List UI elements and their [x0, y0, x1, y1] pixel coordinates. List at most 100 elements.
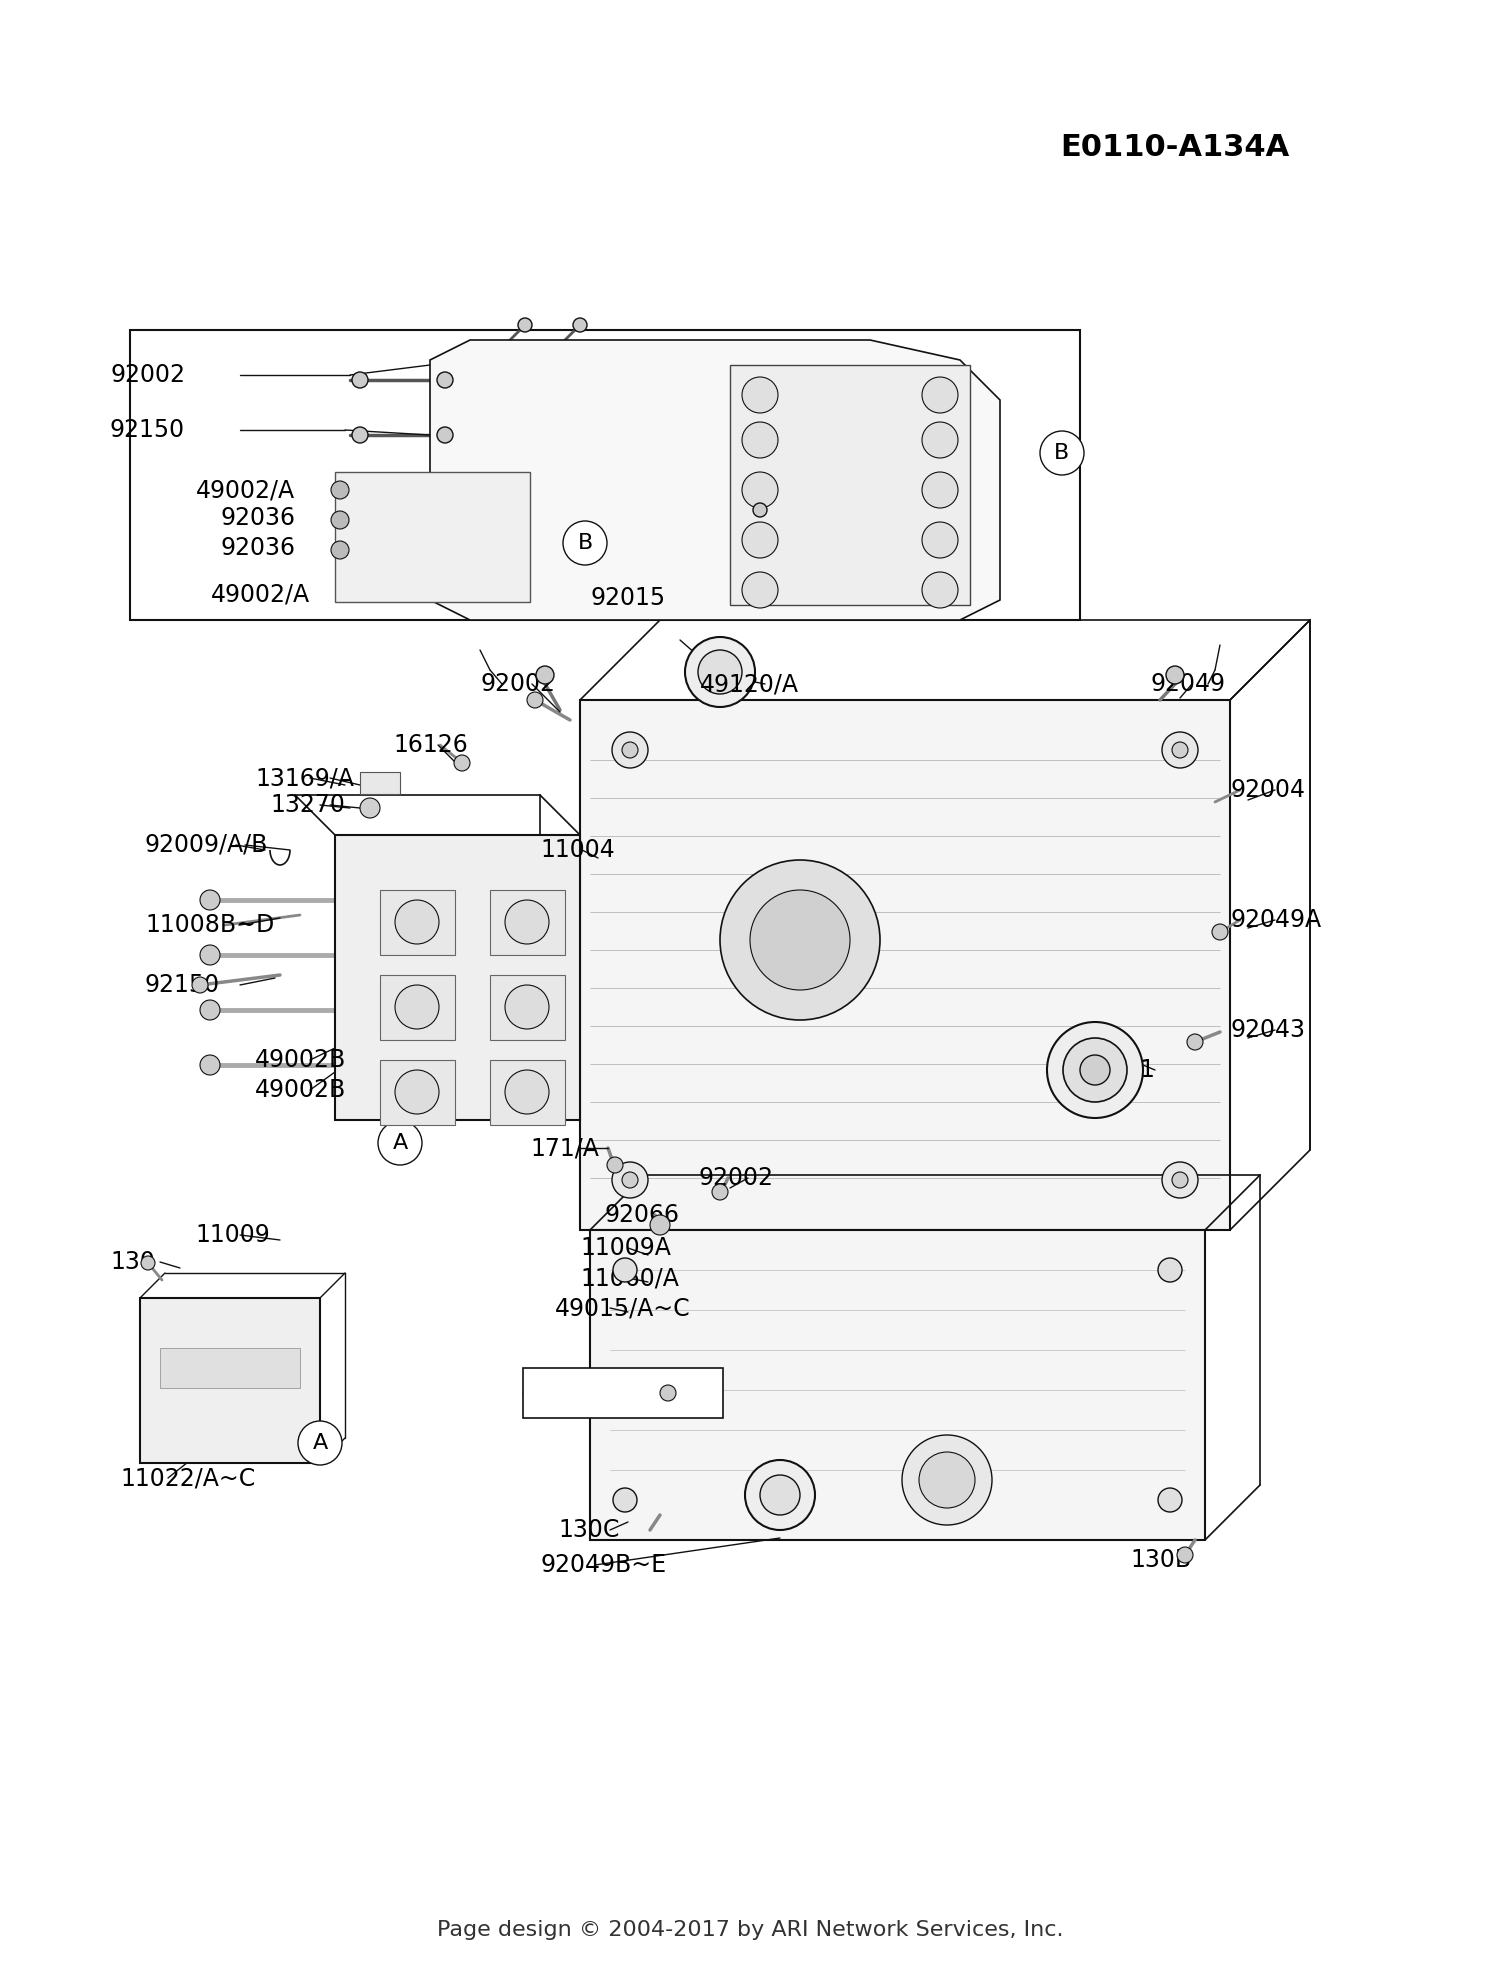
Circle shape — [742, 522, 778, 557]
Circle shape — [1047, 1022, 1143, 1118]
Text: 11008/A: 11008/A — [800, 387, 898, 410]
Circle shape — [200, 946, 220, 965]
Circle shape — [750, 891, 850, 991]
Circle shape — [1162, 1162, 1198, 1199]
Text: 92002: 92002 — [110, 363, 184, 387]
Circle shape — [622, 742, 638, 757]
Circle shape — [760, 1475, 800, 1515]
Circle shape — [332, 542, 350, 559]
Circle shape — [1186, 1034, 1203, 1050]
Text: 49002/A: 49002/A — [196, 479, 296, 502]
Circle shape — [660, 1385, 676, 1401]
Circle shape — [1172, 742, 1188, 757]
Text: 92036: 92036 — [220, 536, 296, 559]
Text: 92004A: 92004A — [760, 463, 850, 487]
Text: 92004: 92004 — [1230, 779, 1305, 802]
Text: 11009A: 11009A — [580, 1236, 670, 1260]
Text: 92027: 92027 — [859, 587, 934, 610]
Circle shape — [360, 799, 380, 818]
Circle shape — [614, 1487, 638, 1513]
Bar — [160, 1348, 300, 1387]
Text: 92002: 92002 — [698, 1165, 772, 1191]
Circle shape — [742, 473, 778, 508]
Text: 171/A: 171/A — [530, 1136, 598, 1160]
Circle shape — [436, 373, 453, 388]
Text: 92066: 92066 — [604, 1203, 680, 1226]
Text: B: B — [578, 534, 592, 553]
Circle shape — [742, 422, 778, 457]
Circle shape — [573, 318, 586, 332]
Circle shape — [378, 1120, 422, 1165]
Bar — [580, 700, 1230, 1230]
Circle shape — [1040, 432, 1084, 475]
Circle shape — [394, 1069, 439, 1114]
Circle shape — [394, 901, 439, 944]
Circle shape — [454, 755, 470, 771]
Circle shape — [922, 422, 958, 457]
Circle shape — [1172, 1171, 1188, 1189]
Text: 11004: 11004 — [540, 838, 615, 861]
Text: Page design © 2004-2017 by ARI Network Services, Inc.: Page design © 2004-2017 by ARI Network S… — [436, 1921, 1064, 1940]
Bar — [380, 891, 454, 955]
Circle shape — [922, 573, 958, 608]
Polygon shape — [430, 339, 1000, 620]
Circle shape — [1212, 924, 1228, 940]
Bar — [380, 1059, 454, 1124]
Text: 92150: 92150 — [110, 418, 184, 441]
Circle shape — [332, 481, 350, 498]
Circle shape — [200, 891, 220, 910]
Circle shape — [622, 1171, 638, 1189]
Text: 92043: 92043 — [1230, 1018, 1305, 1042]
Circle shape — [562, 522, 608, 565]
Circle shape — [436, 428, 453, 443]
Bar — [490, 891, 566, 955]
Circle shape — [1064, 1038, 1126, 1103]
Text: 13270: 13270 — [270, 793, 345, 816]
Text: 49015/A~C: 49015/A~C — [555, 1297, 690, 1320]
Circle shape — [141, 1256, 154, 1269]
Circle shape — [1178, 1546, 1192, 1564]
Circle shape — [650, 1214, 670, 1234]
Bar — [730, 365, 970, 604]
Circle shape — [536, 665, 554, 685]
Text: 92022: 92022 — [760, 498, 836, 522]
Circle shape — [298, 1420, 342, 1466]
Circle shape — [753, 502, 766, 518]
Text: 130: 130 — [110, 1250, 154, 1273]
Circle shape — [608, 1158, 622, 1173]
Circle shape — [506, 985, 549, 1028]
Circle shape — [200, 1056, 220, 1075]
Text: 11008B~D: 11008B~D — [146, 912, 274, 938]
Bar — [360, 771, 401, 795]
Bar — [490, 1059, 566, 1124]
Circle shape — [1080, 1056, 1110, 1085]
Bar — [130, 330, 1080, 620]
Text: A: A — [312, 1432, 327, 1454]
Bar — [490, 975, 566, 1040]
Bar — [590, 1230, 1204, 1540]
Circle shape — [612, 1162, 648, 1199]
Circle shape — [1166, 665, 1184, 685]
Text: 49120/A: 49120/A — [700, 673, 800, 697]
Circle shape — [614, 1258, 638, 1281]
Bar — [140, 1299, 320, 1464]
Text: 92036: 92036 — [220, 506, 296, 530]
Text: 49002B: 49002B — [255, 1048, 346, 1071]
Circle shape — [720, 859, 880, 1020]
Text: 49002/A: 49002/A — [211, 583, 310, 606]
Circle shape — [742, 573, 778, 608]
Circle shape — [352, 373, 368, 388]
Text: 11060/A: 11060/A — [580, 1265, 680, 1289]
Circle shape — [612, 732, 648, 767]
Text: 92049A: 92049A — [1230, 908, 1322, 932]
Circle shape — [746, 1460, 814, 1530]
Text: 92049: 92049 — [1150, 673, 1226, 697]
Circle shape — [506, 1069, 549, 1114]
Circle shape — [1162, 732, 1198, 767]
Circle shape — [742, 377, 778, 412]
Text: B: B — [1054, 443, 1070, 463]
Circle shape — [712, 1183, 728, 1201]
Text: 92002: 92002 — [480, 673, 555, 697]
Circle shape — [920, 1452, 975, 1509]
Text: 11009: 11009 — [195, 1222, 270, 1248]
